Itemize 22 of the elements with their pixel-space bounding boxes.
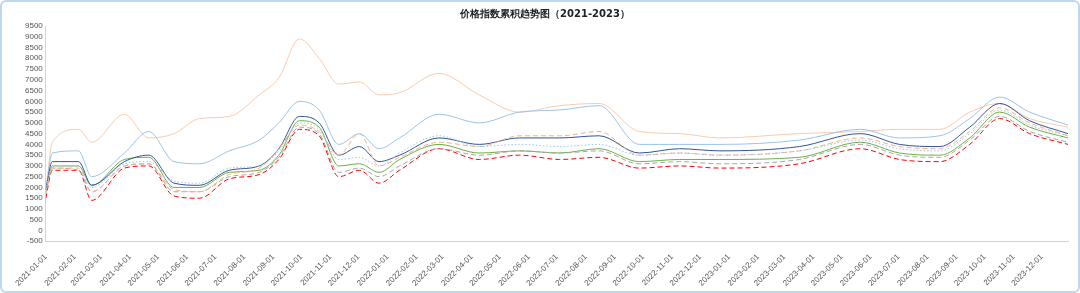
y-tick-label: -500 <box>26 236 44 246</box>
y-tick-label: 4000 <box>25 139 44 149</box>
y-tick-label: 2500 <box>25 171 44 181</box>
y-tick-label: 9000 <box>25 31 44 41</box>
y-tick-label: 5000 <box>25 118 44 128</box>
y-tick-label: 1000 <box>25 204 44 214</box>
y-tick-label: 500 <box>29 214 44 224</box>
y-tick-label: 8500 <box>25 42 44 52</box>
y-tick-label: 8000 <box>25 53 44 63</box>
chart-title: 价格指数累积趋势图（2021-2023） <box>459 7 630 19</box>
y-tick-label: 9500 <box>25 21 44 31</box>
y-tick-label: 2000 <box>25 182 44 192</box>
y-tick-label: 5500 <box>25 107 44 117</box>
y-tick-label: 3500 <box>25 150 44 160</box>
y-tick-label: 6500 <box>25 85 44 95</box>
y-tick-label: 1500 <box>25 193 44 203</box>
y-tick-label: 3000 <box>25 161 44 171</box>
y-tick-label: 7500 <box>25 64 44 74</box>
y-tick-label: 4500 <box>25 128 44 138</box>
y-tick-label: 7000 <box>25 75 44 85</box>
y-tick-label: 0 <box>38 225 44 235</box>
y-tick-label: 6000 <box>25 96 44 106</box>
